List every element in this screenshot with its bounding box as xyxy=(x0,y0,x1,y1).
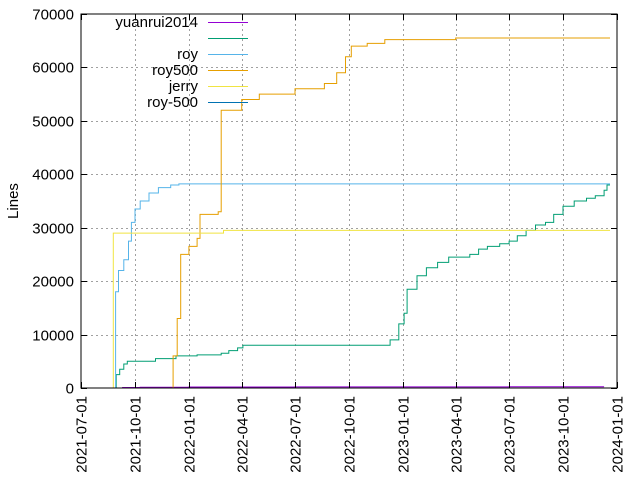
y-tick-label: 60000 xyxy=(32,60,74,77)
x-tick-label: 2021-10-01 xyxy=(128,396,145,473)
y-tick-label: 50000 xyxy=(32,114,74,131)
legend-label-5: jerry xyxy=(168,78,199,95)
x-axis-ticks: 2021-07-01 2021-10-01 2022-01-01 2022-04-01… xyxy=(74,14,627,473)
series-line-3 xyxy=(113,183,610,389)
x-tick-label: 2022-04-01 xyxy=(235,396,252,473)
y-tick-label: 30000 xyxy=(32,221,74,238)
x-tick-label: 2022-01-01 xyxy=(182,396,199,473)
legend-label-1: yuanrui2014 xyxy=(115,14,198,31)
y-tick-label: 0 xyxy=(66,381,74,398)
x-tick-label: 2023-10-01 xyxy=(556,396,573,473)
y-axis-label: Lines xyxy=(5,183,22,219)
y-tick-label: 40000 xyxy=(32,167,74,184)
y-tick-label: 10000 xyxy=(32,328,74,345)
grid-lines xyxy=(81,14,617,388)
legend-label-4: roy500 xyxy=(152,62,198,79)
x-tick-label: 2024-01-01 xyxy=(610,396,627,473)
x-tick-label: 2023-07-01 xyxy=(502,396,519,473)
x-tick-label: 2022-10-01 xyxy=(342,396,359,473)
y-tick-label: 20000 xyxy=(32,274,74,291)
y-axis-ticks: 0 10000 20000 30000 40000 50000 60000 70000 xyxy=(32,7,617,398)
legend-label-3: roy xyxy=(177,46,198,63)
x-tick-label: 2021-07-01 xyxy=(74,396,91,473)
series-line-2 xyxy=(113,184,610,389)
x-tick-label: 2023-01-01 xyxy=(396,396,413,473)
x-tick-label: 2023-04-01 xyxy=(449,396,466,473)
x-tick-label: 2022-07-01 xyxy=(288,396,305,473)
legend-label-6: roy-500 xyxy=(147,94,198,111)
y-tick-label: 70000 xyxy=(32,7,74,24)
series-line-4 xyxy=(170,37,610,389)
